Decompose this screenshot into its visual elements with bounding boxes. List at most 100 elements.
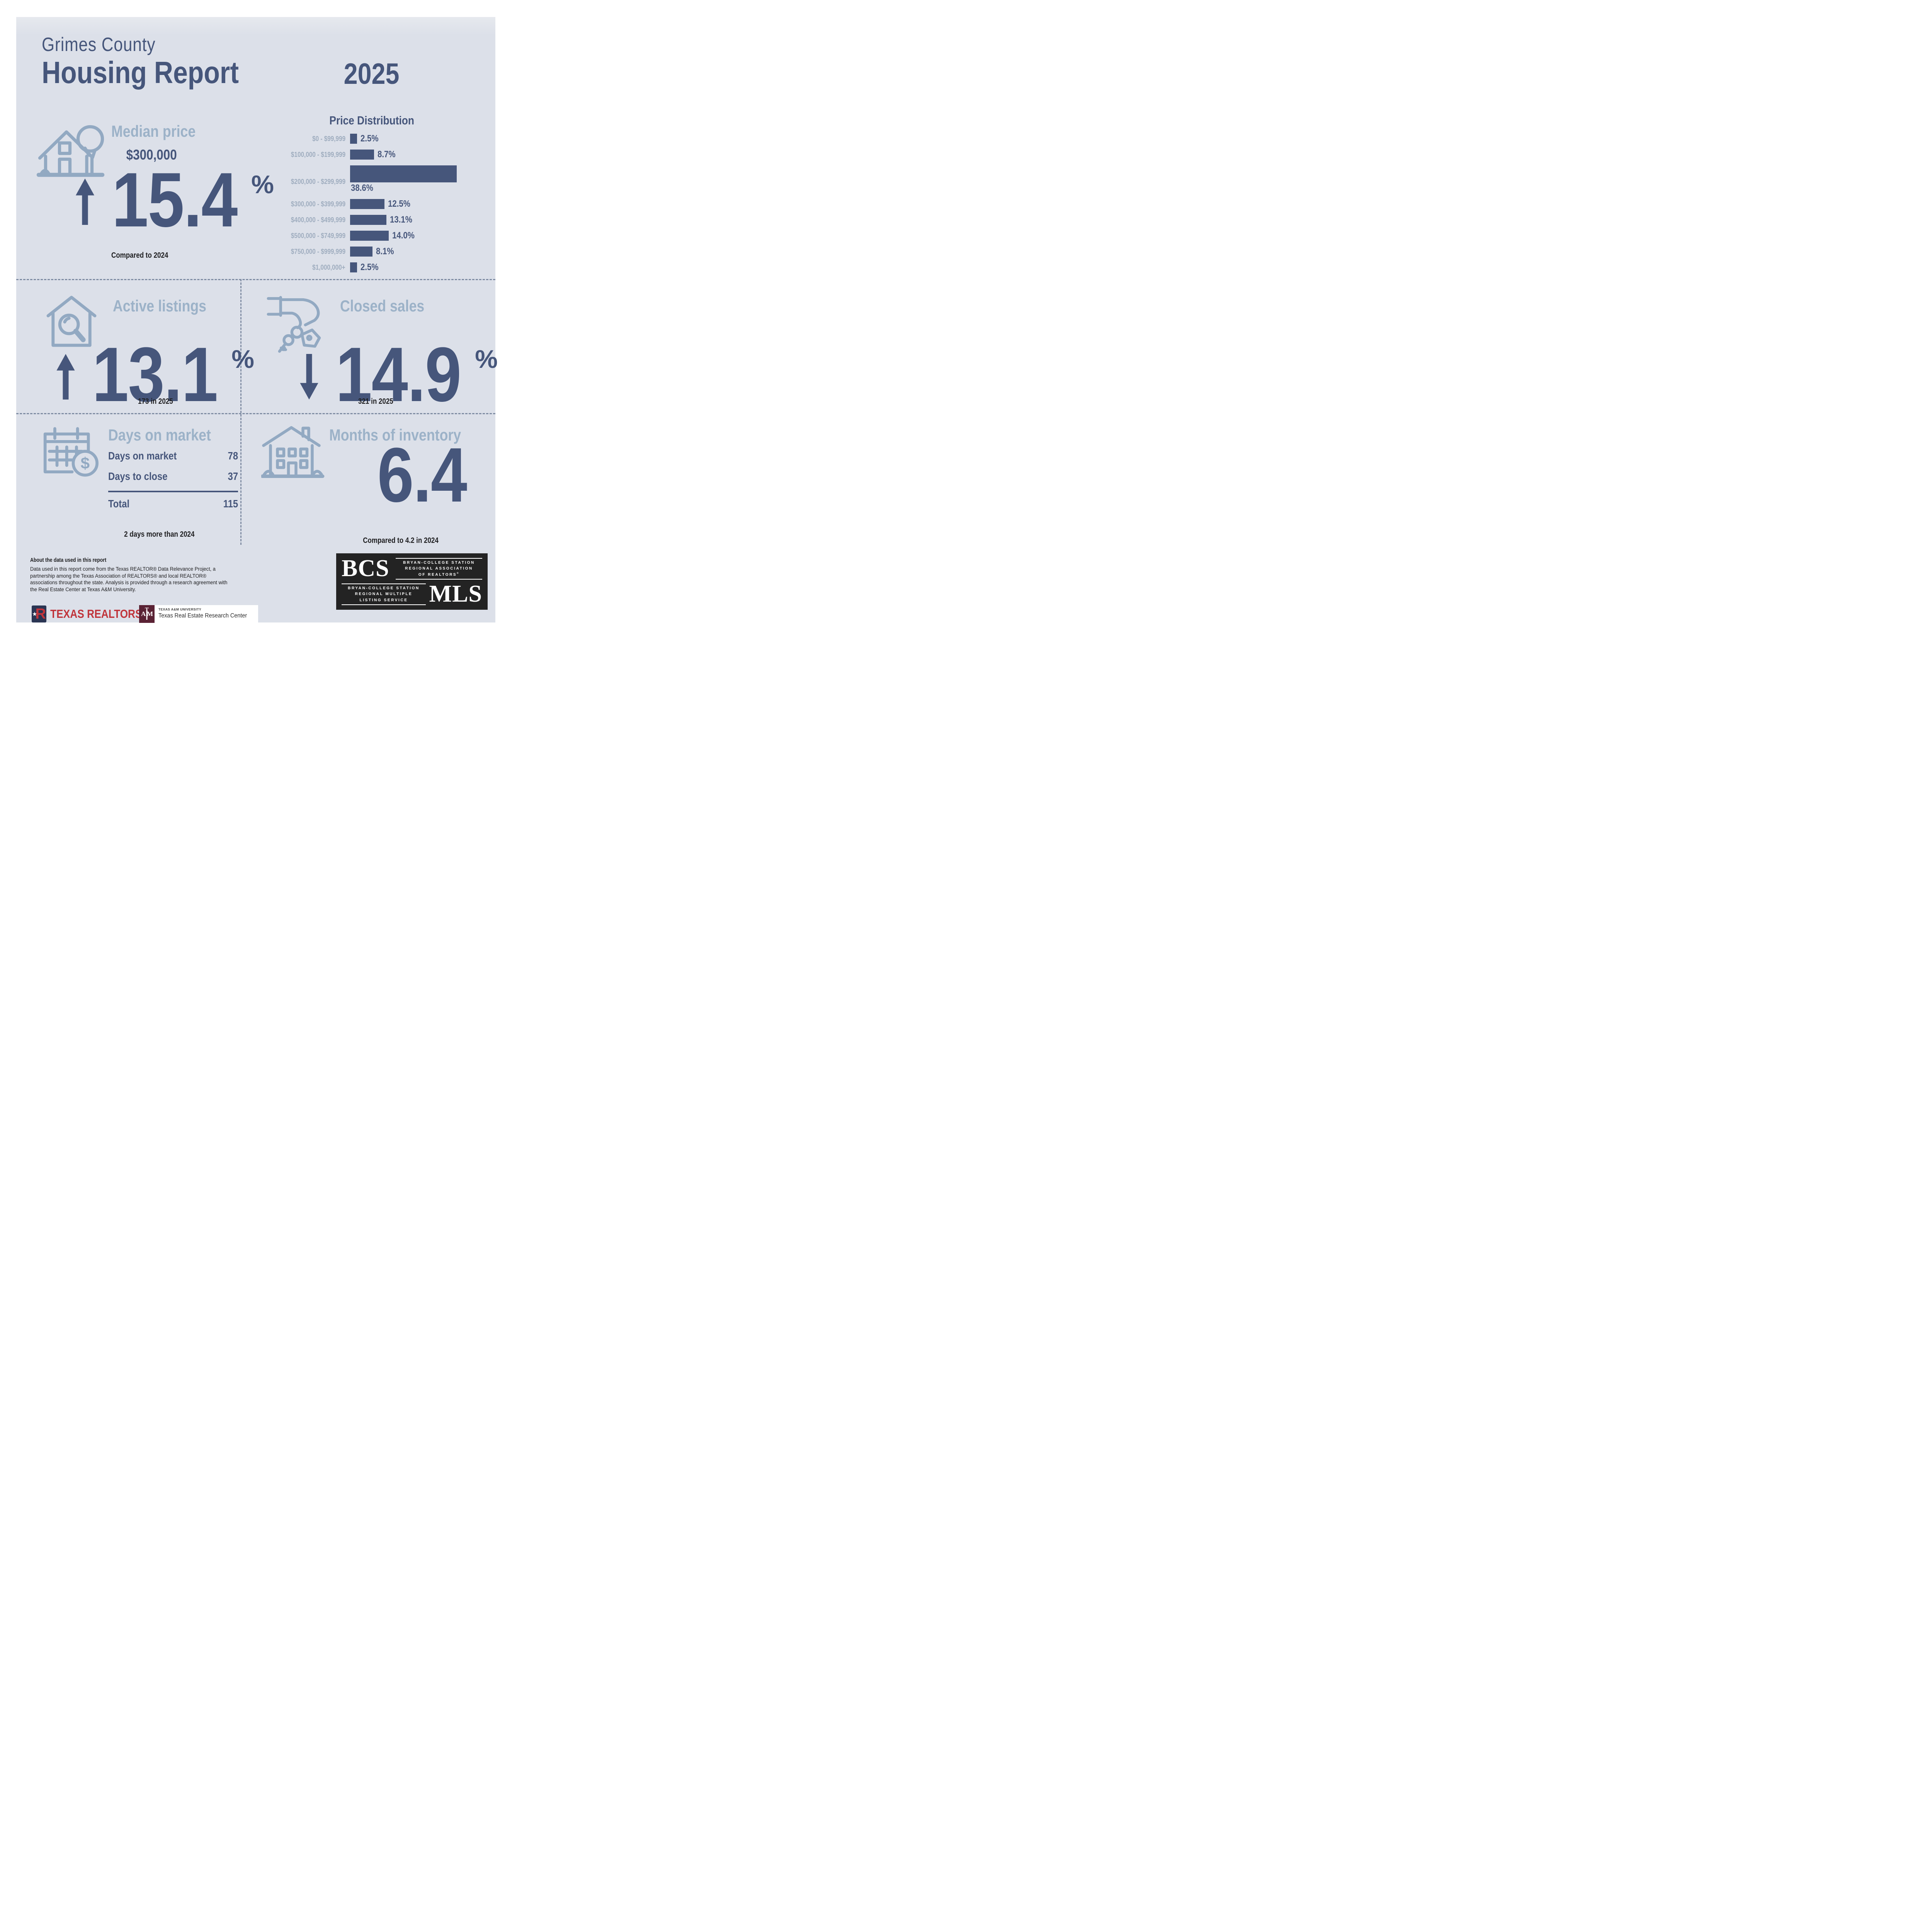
price-range-label: $200,000 - $299,999 — [291, 178, 345, 185]
price-distribution-title: Price Distribution — [329, 114, 414, 127]
price-dist-bar-cell: 8.1% — [350, 246, 397, 257]
days-total-label: Total — [108, 498, 130, 510]
days-on-market-table: Days on market 78 Days to close 37 Total 11… — [108, 450, 238, 518]
price-dist-bar — [350, 199, 385, 209]
days-total-row: Total 115 — [108, 498, 238, 510]
price-dist-bar-cell: 2.5% — [350, 262, 382, 273]
price-dist-bar-cell: 38.6% — [350, 165, 457, 194]
bcs-logo-top-row: BCS BRYAN-COLLEGE STATION REGIONAL ASSOC… — [342, 556, 482, 581]
price-range-label: $400,000 - $499,999 — [291, 216, 345, 224]
days-row-label: Days on market — [108, 450, 177, 462]
days-table-row: Days on market 78 — [108, 450, 238, 462]
bcs-association-lines: BRYAN-COLLEGE STATION REGIONAL ASSOCIATI… — [396, 557, 482, 581]
active-listings-pct-symbol: % — [231, 345, 254, 373]
about-heading: About the data used in this report — [30, 557, 107, 563]
tamu-research-center-logo: A T M TEXAS A&M UNIVERSITY Texas Real Es… — [139, 605, 258, 623]
realtor-r-glyph: R — [35, 606, 46, 622]
housing-report-page: { "header": { "title_line1": "Grimes Cou… — [0, 0, 512, 641]
price-dist-bar — [350, 247, 372, 257]
tamu-atm-icon: A T M — [139, 605, 155, 623]
price-dist-value: 12.5% — [388, 199, 411, 209]
apartment-building-icon — [261, 426, 325, 478]
price-dist-value: 38.6% — [351, 183, 373, 193]
median-price-value: $300,000 — [126, 147, 177, 163]
price-range-label: $500,000 - $749,999 — [291, 231, 345, 240]
star-icon: ★ — [32, 611, 37, 617]
days-total-value: 115 — [223, 498, 238, 510]
days-on-market-note: 2 days more than 2024 — [124, 530, 195, 539]
price-dist-row: $100,000 - $199,999 8.7% — [248, 149, 495, 160]
price-dist-row: $200,000 - $299,999 38.6% — [248, 165, 495, 194]
price-dist-bar-cell: 2.5% — [350, 133, 382, 144]
mls-wordmark: MLS — [429, 581, 482, 607]
active-listings-heading: Active listings — [113, 297, 207, 315]
closed-sales-pct: 14.9 — [335, 332, 462, 418]
price-dist-bar-cell: 12.5% — [350, 199, 414, 209]
report-year: 2025 — [344, 58, 400, 90]
price-dist-row: $0 - $99,999 2.5% — [248, 133, 495, 144]
report-title-main: Housing Report — [42, 55, 239, 90]
price-dist-bar — [350, 150, 374, 160]
price-range-label: $300,000 - $399,999 — [291, 200, 345, 208]
median-price-change: 15.4 % — [66, 157, 283, 243]
svg-text:$: $ — [81, 454, 90, 472]
price-dist-bar — [350, 262, 357, 272]
closed-sales-heading: Closed sales — [340, 297, 425, 315]
days-row-value: 78 — [228, 450, 238, 462]
days-row-label: Days to close — [108, 470, 168, 482]
price-dist-value: 13.1% — [389, 214, 412, 225]
price-range-label: $100,000 - $199,999 — [291, 150, 345, 158]
price-dist-row: $400,000 - $499,999 13.1% — [248, 214, 495, 225]
report-panel: Grimes County Housing Report 2025 Median… — [16, 17, 498, 623]
up-arrow-icon — [56, 354, 75, 400]
tamu-center-label: Texas Real Estate Research Center — [158, 612, 247, 619]
closed-sales-change: 14.9 % — [287, 332, 511, 418]
texas-realtors-wordmark: TEXAS REALTORS® — [50, 607, 145, 621]
price-dist-row: $500,000 - $749,999 14.0% — [248, 230, 495, 241]
months-of-inventory-value: 6.4 — [377, 432, 467, 518]
tamu-text-box: TEXAS A&M UNIVERSITY Texas Real Estate R… — [155, 605, 258, 623]
price-dist-value: 8.1% — [376, 246, 394, 257]
days-table-divider — [108, 491, 238, 492]
tamu-university-label: TEXAS A&M UNIVERSITY — [158, 607, 202, 611]
months-of-inventory-heading: Months of inventory — [329, 426, 461, 444]
section-divider-bottom — [16, 413, 495, 414]
price-dist-bar-cell: 8.7% — [350, 149, 399, 160]
mls-service-lines: BRYAN-COLLEGE STATION REGIONAL MULTIPLE … — [342, 582, 426, 607]
price-dist-value: 2.5% — [360, 133, 379, 144]
down-arrow-icon — [300, 354, 318, 400]
price-range-label: $0 - $99,999 — [312, 134, 345, 143]
months-of-inventory-note: Compared to 4.2 in 2024 — [363, 536, 439, 545]
house-tree-icon — [36, 125, 105, 177]
price-dist-bar-cell: 13.1% — [350, 214, 416, 225]
about-body: Data used in this report come from the T… — [30, 566, 228, 592]
price-dist-row: $750,000 - $999,999 8.1% — [248, 246, 495, 257]
closed-sales-note: 321 in 2025 — [358, 397, 393, 406]
price-dist-bar-cell: 14.0% — [350, 230, 418, 241]
texas-realtors-mark-icon: ★ R — [32, 605, 46, 622]
active-listings-pct: 13.1 — [92, 332, 218, 418]
price-dist-row: $1,000,000+ 2.5% — [248, 262, 495, 272]
section-divider-top — [16, 279, 495, 280]
up-arrow-icon — [76, 179, 95, 225]
active-listings-change: 13.1 % — [56, 332, 254, 418]
price-dist-value: 14.0% — [392, 230, 415, 241]
price-distribution-chart: $0 - $99,999 2.5% $100,000 - $199,999 8.7% $… — [248, 133, 495, 278]
price-dist-row: $300,000 - $399,999 12.5% — [248, 199, 495, 209]
texas-realtors-logo: ★ R TEXAS REALTORS® — [32, 605, 162, 623]
price-dist-bar — [350, 134, 357, 144]
price-dist-value: 2.5% — [360, 262, 379, 272]
price-dist-value: 8.7% — [378, 149, 396, 160]
days-row-value: 37 — [228, 470, 238, 482]
median-price-pct: 15.4 — [112, 157, 238, 243]
house-magnifier-icon — [46, 296, 97, 347]
bcs-mls-logo: BCS BRYAN-COLLEGE STATION REGIONAL ASSOC… — [336, 553, 488, 610]
report-title-county: Grimes County — [42, 34, 156, 55]
price-dist-bar — [350, 231, 389, 241]
median-price-heading: Median price — [111, 122, 196, 140]
section-divider-vertical — [240, 279, 242, 545]
bcs-logo-bottom-row: BRYAN-COLLEGE STATION REGIONAL MULTIPLE … — [342, 581, 482, 607]
days-table-row: Days to close 37 — [108, 470, 238, 483]
price-dist-bar — [350, 215, 386, 225]
median-price-note: Compared to 2024 — [111, 251, 168, 260]
